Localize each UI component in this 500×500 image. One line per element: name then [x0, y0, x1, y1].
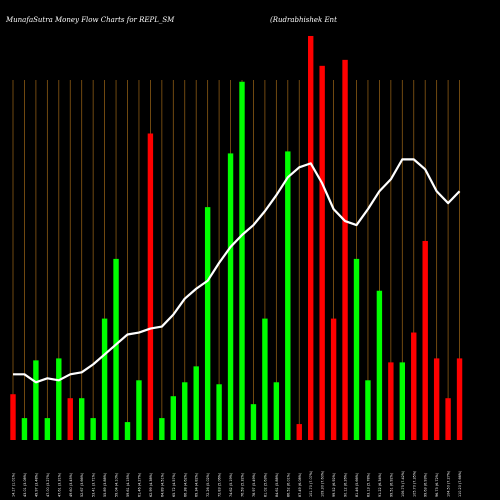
bar	[445, 398, 451, 440]
x-tick-label: 47.00 (3.27%)	[46, 472, 50, 497]
x-tick-label: 101.70 (7.07%)	[309, 470, 313, 497]
bar	[182, 382, 188, 440]
bar	[33, 360, 39, 440]
bar	[262, 318, 268, 440]
x-tick-label: 69.34 (4.82%)	[195, 472, 199, 497]
bar	[136, 380, 142, 440]
bar	[353, 258, 360, 440]
x-tick-label: 76.59 (5.32%)	[241, 472, 245, 497]
bar	[365, 380, 371, 440]
bar	[388, 362, 394, 440]
bar	[147, 133, 154, 440]
bar	[239, 81, 245, 440]
bar	[170, 396, 176, 440]
bar	[433, 358, 440, 440]
bar	[90, 418, 96, 440]
x-tick-label: 61.46 (4.27%)	[137, 472, 141, 497]
x-tick-label: 81.46 (5.66%)	[355, 472, 359, 497]
bar	[376, 290, 383, 440]
bar	[411, 332, 417, 440]
bar	[101, 318, 108, 440]
x-tick-label: 99.51 (6.92%)	[389, 472, 393, 497]
x-tick-label: 106.75 (7.42%)	[401, 470, 405, 497]
bar	[79, 398, 85, 440]
x-tick-label: 65.72 (4.57%)	[172, 472, 176, 497]
x-tick-label: 81.02 (5.63%)	[263, 472, 267, 497]
bar	[67, 398, 73, 440]
x-tick-label: 14.17 (1.01%)	[12, 472, 16, 497]
x-tick-label: 59.04 (4.10%)	[115, 472, 119, 497]
bar	[330, 318, 337, 440]
x-tick-label: 109.30 (7.60%)	[321, 470, 325, 497]
x-tick-label: 53.41 (3.71%)	[92, 472, 96, 497]
x-tick-label: 105.70 (7.35%)	[412, 470, 416, 497]
bar	[399, 362, 405, 440]
x-tick-label: 83.13 (5.78%)	[366, 472, 370, 497]
bar	[308, 35, 314, 440]
bar	[10, 394, 16, 440]
x-tick-label: 47.61 (3.31%)	[57, 472, 61, 497]
bar	[273, 382, 280, 440]
x-tick-label: 64.89 (4.51%)	[160, 472, 164, 497]
x-tick-label: 86.52 (6.01%)	[286, 472, 290, 497]
x-tick-label: 49.60 (3.45%)	[69, 472, 73, 497]
x-tick-label: 49.97 (3.48%)	[34, 472, 38, 497]
x-tick-label: 110.20 (7.66%)	[458, 470, 462, 497]
bar	[319, 65, 325, 441]
bar	[296, 424, 302, 440]
x-tick-label: 90.12 (6.26%)	[344, 472, 348, 497]
bar	[227, 153, 234, 440]
x-tick-label: 96.73 (6.72%)	[435, 472, 439, 497]
x-tick-label: 55.89 (3.88%)	[103, 472, 107, 497]
bar	[422, 240, 428, 440]
x-tick-label: 43.01 (3.08%)	[23, 472, 27, 497]
bar	[204, 207, 211, 440]
bar	[124, 422, 131, 440]
bar	[216, 384, 222, 440]
x-tick-label: 62.99 (4.38%)	[149, 472, 153, 497]
bar	[456, 358, 463, 440]
x-tick-label: 72.26 (5.02%)	[206, 472, 210, 497]
bar	[342, 59, 348, 441]
x-tick-label: 99.52 (6.92%)	[332, 472, 336, 497]
x-tick-label: 84.61 (5.88%)	[275, 472, 279, 497]
bar	[21, 418, 28, 440]
x-tick-label: 52.67 (3.66%)	[80, 472, 84, 497]
x-tick-label: 78.97 (5.49%)	[252, 472, 256, 497]
bar	[113, 258, 119, 440]
x-tick-label: 66.38 (4.62%)	[183, 472, 187, 497]
bar	[44, 418, 51, 440]
bar	[159, 418, 165, 440]
x-tick-label: 74.62 (5.19%)	[229, 472, 233, 497]
chart-title-right: (Rudrabhishek Ent	[270, 16, 337, 24]
bar	[56, 358, 62, 440]
chart-title-left: MunafaSutra Money Flow Charts for REPL_S…	[5, 16, 175, 24]
x-tick-label: 72.83 (5.06%)	[218, 472, 222, 497]
x-tick-label: 59.61 (4.15%)	[126, 472, 130, 497]
x-tick-label: 87.49 (6.08%)	[298, 472, 302, 497]
x-tick-labels: 14.17 (1.01%) 43.01 (3.08%) 49.97 (3.48%) 4…	[12, 470, 463, 497]
x-tick-label: 99.63 (6.93%)	[424, 472, 428, 497]
bars-group	[10, 35, 463, 441]
bar	[193, 366, 199, 440]
bar	[285, 151, 291, 441]
x-tick-label: 91.22 (6.34%)	[378, 472, 382, 497]
x-tick-label: 104.50 (7.27%)	[447, 470, 451, 497]
bar	[250, 404, 257, 440]
money-flow-line	[13, 158, 461, 384]
